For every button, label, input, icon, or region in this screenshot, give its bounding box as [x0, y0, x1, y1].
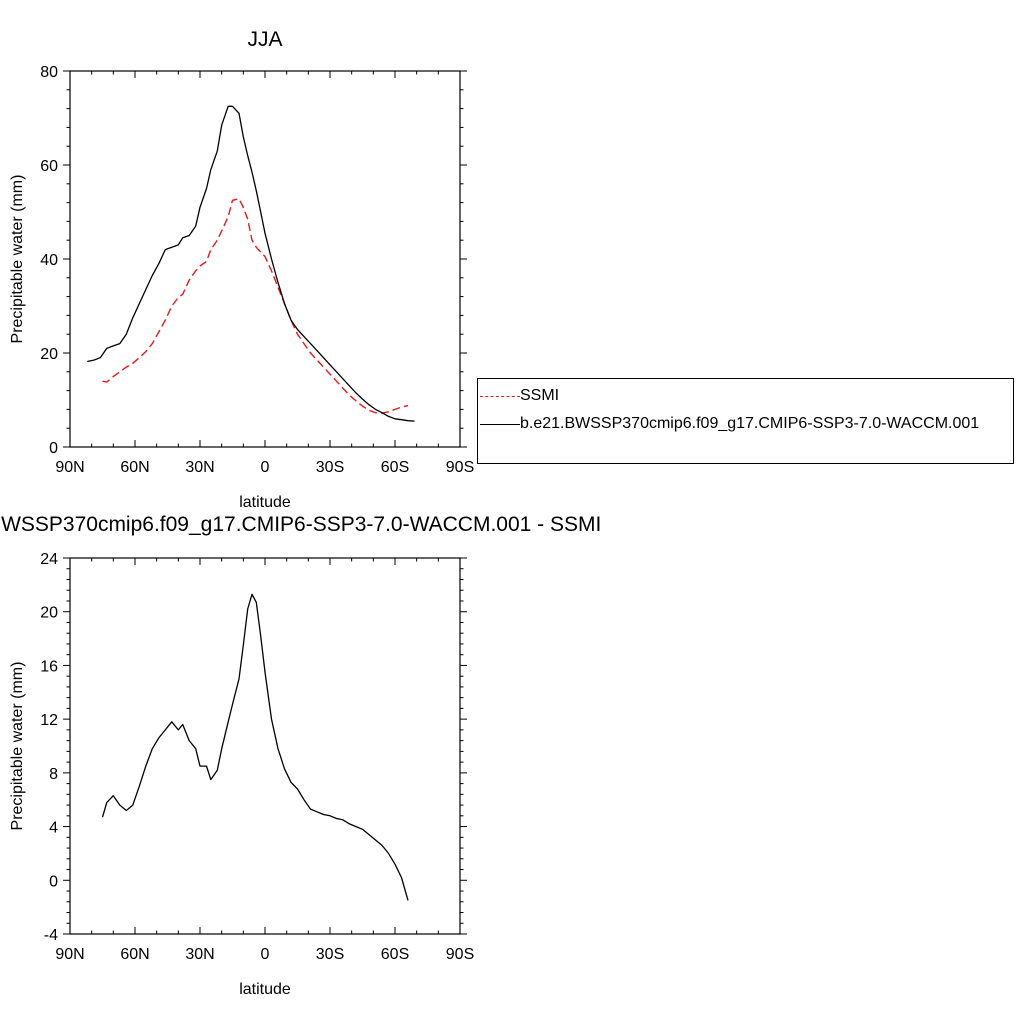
legend-entry-ssmi: SSMI — [478, 385, 559, 407]
y-tick-label: 8 — [49, 766, 58, 783]
x-axis-label: latitude — [239, 981, 291, 998]
y-tick-label: 60 — [40, 158, 58, 175]
y-tick-labels: 0 20 40 60 80 — [40, 64, 58, 457]
panel-bottom: b.e21.BWSSP370cmip6.f09_g17.CMIP6-SSP3-7… — [0, 513, 601, 998]
y-tick-labels: -4 0 4 8 12 16 20 24 — [40, 551, 58, 944]
tick-marks — [63, 557, 467, 935]
panel-top: JJA 90N 60N 30N 0 30S 60S 90S 0 20 40 60 80 latitu… — [9, 28, 474, 511]
series-line-difference — [101, 593, 409, 901]
y-tick-label: 16 — [40, 658, 58, 675]
y-tick-label: 20 — [40, 346, 58, 363]
x-tick-label: 60S — [381, 946, 409, 963]
tick-marks — [63, 70, 467, 448]
x-tick-label: 30N — [185, 946, 214, 963]
y-tick-label: 24 — [40, 551, 58, 568]
legend-label-model: b.e21.BWSSP370cmip6.f09_g17.CMIP6-SSP3-7… — [520, 415, 980, 432]
x-tick-label: 0 — [261, 946, 270, 963]
x-axis-label: latitude — [239, 494, 291, 511]
legend-entry-model: b.e21.BWSSP370cmip6.f09_g17.CMIP6-SSP3-7… — [478, 413, 979, 435]
series-lines — [101, 593, 409, 901]
x-tick-label: 90S — [446, 459, 474, 476]
y-axis-label: Precipitable water (mm) — [9, 175, 26, 344]
y-tick-label: 80 — [40, 64, 58, 81]
legend: SSMI b.e21.BWSSP370cmip6.f09_g17.CMIP6-S… — [477, 378, 1014, 464]
y-tick-label: 12 — [40, 712, 58, 729]
legend-swatch-model — [480, 423, 520, 425]
x-tick-labels: 90N 60N 30N 0 30S 60S 90S — [55, 459, 474, 476]
x-tick-labels: 90N 60N 30N 0 30S 60S 90S — [55, 946, 474, 963]
x-tick-label: 60N — [120, 459, 149, 476]
y-axis-label: Precipitable water (mm) — [9, 662, 26, 831]
x-tick-label: 90N — [55, 946, 84, 963]
chart-title: JJA — [247, 28, 282, 51]
x-tick-label: 30S — [316, 459, 344, 476]
y-tick-label: 40 — [40, 252, 58, 269]
x-tick-label: 60S — [381, 459, 409, 476]
x-tick-label: 90S — [446, 946, 474, 963]
y-tick-label: 4 — [49, 820, 58, 837]
y-tick-label: -4 — [44, 927, 58, 944]
series-line-b-e21-bwssp370cmip6-f09- — [87, 105, 415, 422]
series-line-ssmi — [102, 198, 409, 414]
series-lines — [87, 105, 415, 422]
legend-label-ssmi: SSMI — [520, 387, 560, 404]
x-tick-label: 60N — [120, 946, 149, 963]
legend-swatch-ssmi — [480, 395, 520, 397]
x-tick-label: 90N — [55, 459, 84, 476]
chart-title: b.e21.BWSSP370cmip6.f09_g17.CMIP6-SSP3-7… — [0, 513, 601, 536]
x-tick-label: 30N — [185, 459, 214, 476]
y-tick-label: 0 — [49, 440, 58, 457]
y-tick-label: 20 — [40, 605, 58, 622]
x-tick-label: 0 — [261, 459, 270, 476]
y-tick-label: 0 — [49, 873, 58, 890]
plot-frame — [69, 70, 461, 448]
x-tick-label: 30S — [316, 946, 344, 963]
